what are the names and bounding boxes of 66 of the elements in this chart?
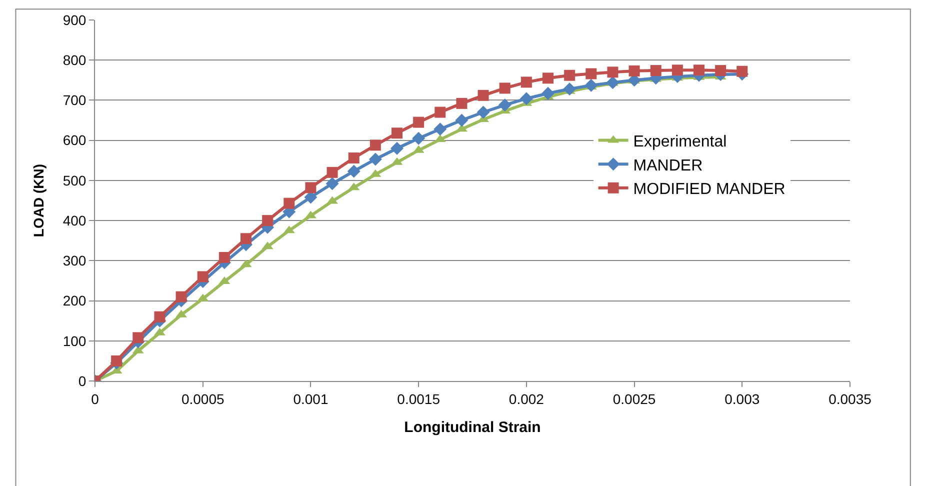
y-tick-label: 200	[62, 292, 86, 309]
point	[715, 65, 726, 76]
point	[305, 182, 316, 194]
x-tick-label: 0.002	[508, 390, 544, 407]
point	[413, 116, 424, 128]
point	[476, 106, 490, 119]
y-tick-label: 500	[62, 172, 86, 188]
point	[390, 142, 404, 155]
point	[326, 166, 338, 178]
y-tick-label: 300	[62, 252, 86, 269]
point	[650, 65, 662, 76]
point	[520, 92, 533, 106]
point	[348, 152, 360, 164]
point	[218, 252, 230, 263]
x-tick-label: 0.0025	[612, 390, 656, 407]
x-tick-label: 0.0005	[181, 390, 224, 407]
y-axis-title: LOAD (KN)	[30, 164, 46, 238]
point	[498, 98, 512, 112]
y-tick-label: 700	[62, 92, 86, 108]
point	[154, 311, 166, 322]
point	[584, 78, 598, 92]
point	[455, 114, 468, 127]
point	[262, 215, 274, 226]
x-tick-label: 0.001	[293, 390, 328, 407]
y-tick-label: 600	[62, 132, 86, 148]
point	[542, 86, 554, 100]
point	[563, 82, 576, 96]
x-tick-label: 0	[91, 390, 100, 407]
point	[176, 291, 187, 302]
point	[240, 233, 252, 244]
point	[564, 70, 576, 81]
x-tick-label: 0.0035	[828, 390, 872, 407]
y-tick-label: 900	[62, 12, 86, 28]
point	[197, 271, 208, 282]
point	[132, 332, 144, 344]
point	[736, 66, 748, 77]
point	[368, 152, 382, 166]
y-tick-label: 800	[62, 52, 86, 68]
point	[672, 64, 683, 76]
x-tick-label: 0.003	[724, 390, 760, 407]
point	[370, 140, 381, 151]
legend-label: Experimental	[633, 134, 727, 151]
y-tick-label: 100	[62, 332, 86, 349]
point	[607, 66, 618, 78]
point	[542, 72, 554, 84]
point	[434, 122, 447, 136]
point	[478, 90, 489, 101]
point	[412, 132, 426, 145]
point	[628, 65, 640, 76]
point	[499, 82, 510, 94]
point	[434, 106, 446, 118]
point	[586, 68, 597, 80]
x-axis-title: Longitudinal Strain	[404, 418, 541, 436]
point	[392, 128, 402, 139]
point	[694, 64, 704, 76]
point	[347, 164, 360, 178]
x-tick-label: 0.0015	[397, 390, 440, 407]
y-tick-label: 400	[62, 212, 86, 228]
point	[284, 198, 295, 209]
point	[111, 355, 122, 366]
legend-label: MANDER	[633, 157, 703, 174]
legend-label: MODIFIED MANDER	[633, 181, 786, 198]
point	[520, 76, 532, 88]
y-tick-label: 0	[78, 372, 86, 389]
point	[326, 177, 339, 190]
point	[456, 98, 468, 109]
